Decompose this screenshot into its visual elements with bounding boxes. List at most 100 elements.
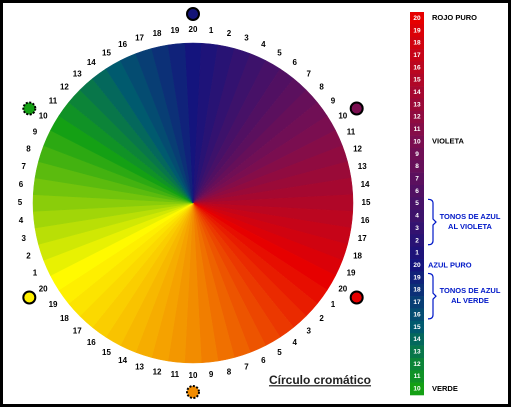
bar-label: 6 (415, 188, 419, 195)
bar-label: 12 (413, 361, 421, 368)
wheel-label: 7 (244, 363, 249, 372)
bar-label: 4 (415, 213, 419, 220)
bar-cell (410, 197, 424, 210)
wheel-label: 1 (33, 268, 38, 277)
wheel-label: 10 (338, 112, 347, 121)
wheel-label: 18 (60, 314, 69, 323)
annotation: AL VERDE (451, 296, 489, 305)
bar-cell (410, 98, 424, 112)
wheel-label: 12 (153, 367, 162, 376)
bar-cell (410, 12, 424, 25)
wheel-label: 20 (338, 285, 347, 294)
wheel-label: 11 (49, 96, 58, 105)
wheel-label: 6 (292, 58, 297, 67)
bar-label: 17 (413, 52, 421, 59)
wheel-label: 2 (227, 29, 232, 38)
marker-dot (186, 7, 200, 21)
wheel-label: 17 (358, 234, 367, 243)
wheel: 20 1 2345678910111213141516171819201234567… (18, 7, 371, 399)
wheel-label: 6 (19, 180, 24, 189)
wheel-label: 15 (102, 348, 111, 357)
wheel-label: 11 (347, 128, 356, 137)
bar-cell (410, 357, 424, 371)
bar-cell (410, 110, 424, 124)
wheel-label: 6 (261, 356, 266, 365)
wheel-label: 14 (118, 356, 127, 365)
annotation: VERDE (432, 384, 458, 393)
wheel-label: 14 (87, 58, 96, 67)
wheel-label: 17 (73, 327, 82, 336)
bar-cell (410, 320, 424, 334)
bar-cell (410, 123, 424, 136)
bar-cell (410, 246, 424, 260)
bar-cell (410, 259, 424, 272)
wheel-label: 5 (18, 198, 23, 207)
bar-cell (410, 36, 424, 50)
bar-cell (410, 271, 424, 285)
annotation: AZUL PURO (428, 260, 472, 269)
bar-label: 17 (413, 299, 421, 306)
wheel-label: 8 (26, 145, 31, 154)
wheel-label: 18 (153, 29, 162, 38)
bar-cell (410, 49, 424, 62)
marker-dot (22, 101, 37, 116)
wheel-label: 1 (209, 26, 214, 35)
bar-cell (410, 73, 424, 87)
wheel-label: 9 (209, 370, 214, 379)
wheel-label: 17 (135, 34, 144, 43)
bar-label: 15 (413, 77, 421, 84)
bar-label: 13 (413, 348, 421, 355)
wheel-label: 16 (361, 216, 370, 225)
bar-label: 19 (413, 274, 421, 281)
wheel-label: 16 (118, 40, 127, 49)
bar-label: 1 (415, 250, 419, 257)
bar-cell (410, 184, 424, 198)
bar-label: 20 (413, 15, 421, 22)
bar-cell (410, 308, 424, 322)
wheel-label: 2 (26, 252, 31, 261)
bar-label: 11 (414, 373, 421, 380)
bar-cell (410, 382, 424, 396)
bar-label: 14 (413, 336, 421, 343)
wheel-label: 3 (307, 327, 312, 336)
wheel-label: 2 (319, 314, 324, 323)
wheel-label: 3 (244, 34, 249, 43)
annotation: AL VIOLETA (448, 222, 492, 231)
wheel-label: 8 (319, 82, 324, 91)
wheel-label: 14 (361, 180, 370, 189)
wheel-label: 10 (189, 371, 198, 380)
wheel-label: 1 (331, 300, 336, 309)
marker-dot (186, 385, 200, 399)
bar-label: 20 (413, 262, 421, 269)
bar-label: 11 (414, 126, 421, 133)
bar-label: 5 (415, 200, 419, 207)
wheel-label: 3 (22, 234, 27, 243)
wheel-label: 13 (73, 70, 82, 79)
bar-cell (410, 160, 424, 173)
wheel-label: 15 (362, 198, 371, 207)
bar-label: 10 (413, 138, 421, 145)
bar-cell (410, 209, 424, 223)
annotation: VIOLETA (432, 137, 465, 146)
wheel-label: 15 (102, 48, 111, 57)
bar-cell (410, 222, 424, 235)
bar-cell (410, 61, 424, 75)
wheel-label: 8 (227, 367, 232, 376)
wheel-label: 4 (19, 216, 24, 225)
bar-cell (410, 283, 424, 297)
bar-label: 8 (415, 163, 419, 170)
title: Círculo cromático (269, 373, 371, 387)
wheel-label: 20 (39, 285, 48, 294)
bar-label: 12 (413, 114, 421, 121)
wheel-label: 9 (33, 128, 38, 137)
color-bar: 2019181716151413121110987654321201918171… (410, 12, 501, 396)
wheel-label: 10 (39, 112, 48, 121)
bar-cell (410, 333, 424, 346)
bar-label: 9 (415, 151, 419, 158)
bar-label: 18 (413, 287, 421, 294)
marker-dot (349, 101, 364, 116)
wheel-label: 16 (87, 338, 96, 347)
wedge (167, 42, 194, 204)
wheel-label: 7 (22, 162, 27, 171)
